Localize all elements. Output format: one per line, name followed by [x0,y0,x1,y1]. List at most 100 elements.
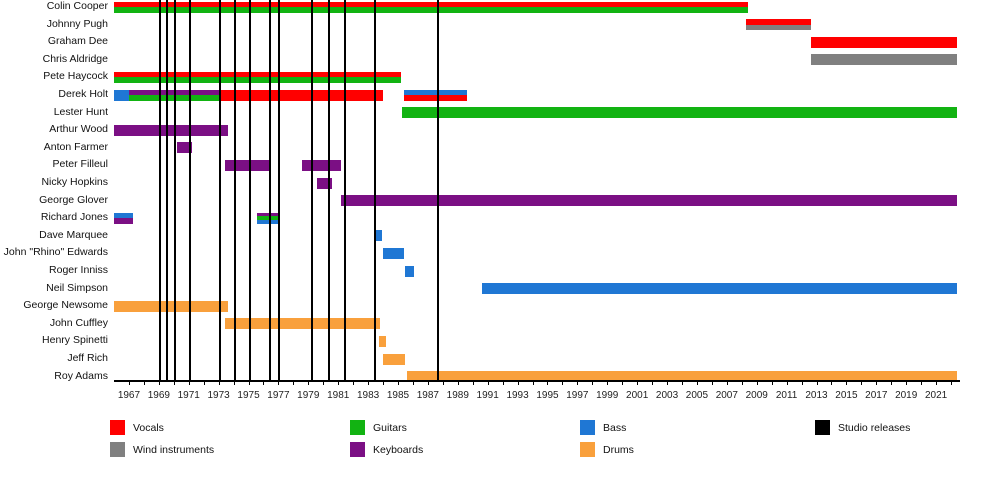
timeline-bar [403,95,467,101]
timeline-bar [746,19,811,25]
timeline-bar [114,71,401,78]
x-tick [397,380,399,385]
x-tick [786,380,788,385]
studio-release-line [218,0,221,382]
x-tick-label: 1993 [506,390,529,401]
timeline-bar [114,212,134,219]
timeline-bar [378,335,387,347]
timeline-bar [257,220,280,224]
legend-label: Vocals [133,421,164,434]
x-tick-label: 1991 [476,390,499,401]
studio-release-line [233,0,236,382]
timeline-bar [403,89,467,95]
member-label: Anton Farmer [43,140,108,153]
x-tick-label: 1967 [117,390,141,401]
timeline-bar [341,195,957,207]
x-tick-label: 1995 [536,390,559,401]
x-tick [667,380,669,385]
x-tick [338,380,340,385]
x-tick-label: 1973 [207,390,230,401]
x-tick-label: 2015 [835,390,858,401]
x-tick-label: 1981 [327,390,350,401]
x-tick [711,380,713,385]
x-tick [427,380,429,385]
x-tick [771,380,773,385]
x-tick [368,380,370,385]
x-tick [517,380,519,385]
legend-item: Drums [580,442,634,457]
x-tick-label: 2005 [685,390,709,401]
timeline-bar [405,265,415,277]
member-label: John "Rhino" Edwards [3,246,108,259]
timeline-bar [176,142,192,154]
legend-swatch-bass [580,420,595,435]
x-tick [502,380,504,385]
timeline-bar [114,300,228,312]
member-label: Lester Hunt [53,105,108,118]
x-tick [741,380,743,385]
timeline-bar [218,89,384,101]
timeline-bar [374,230,382,242]
x-tick-label: 1969 [147,390,170,401]
x-tick [906,380,908,385]
x-tick-label: 2001 [626,390,649,401]
member-label: Richard Jones [40,211,108,224]
x-tick-label: 2009 [745,390,768,401]
timeline-bar [383,353,406,365]
studio-release-line [436,0,439,382]
x-tick [323,380,325,385]
x-tick [158,380,160,385]
x-axis-line [114,380,960,382]
x-tick-label: 1999 [596,390,619,401]
timeline-bar [114,1,748,7]
x-tick [233,380,235,385]
x-tick-label: 2019 [895,390,918,401]
member-label: Dave Marquee [39,228,108,241]
x-tick-label: 2007 [715,390,738,401]
x-tick [622,380,624,385]
studio-release-line [311,0,314,382]
x-tick [936,380,938,385]
x-tick [308,380,310,385]
legend-item: Keyboards [350,442,423,457]
legend-swatch-keyboards [350,442,365,457]
member-label: George Glover [39,193,108,206]
x-tick [293,380,295,385]
legend-label: Bass [603,421,627,434]
timeline-bar [810,36,957,48]
x-tick [457,380,459,385]
legend-item: Vocals [110,420,164,435]
legend-item: Guitars [350,420,407,435]
x-tick [472,380,474,385]
timeline-bar [114,218,134,224]
studio-release-line [374,0,377,382]
x-tick-label: 1997 [566,390,589,401]
x-tick [577,380,579,385]
studio-release-line [269,0,272,382]
x-tick [353,380,355,385]
timeline-bar [302,159,342,171]
member-label: John Cuffley [49,316,108,329]
x-tick-label: 1987 [416,390,439,401]
member-label: Derek Holt [58,88,108,100]
member-label: Nicky Hopkins [41,176,108,188]
x-tick-label: 1983 [356,390,380,401]
x-tick-label: 1975 [237,390,260,401]
member-label: Johnny Pugh [46,17,108,30]
x-tick [756,380,758,385]
timeline-bar [383,247,404,259]
x-tick [532,380,534,385]
timeline-bar [402,107,957,119]
x-tick [637,380,639,385]
x-tick-label: 2021 [924,390,948,401]
x-tick-label: 2017 [865,390,888,401]
studio-release-line [188,0,191,382]
x-tick [592,380,594,385]
x-tick [816,380,818,385]
x-tick [218,380,220,385]
member-label: Arthur Wood [49,123,108,136]
legend-label: Drums [603,443,634,456]
x-tick-label: 2013 [805,390,828,401]
studio-release-line [173,0,176,382]
